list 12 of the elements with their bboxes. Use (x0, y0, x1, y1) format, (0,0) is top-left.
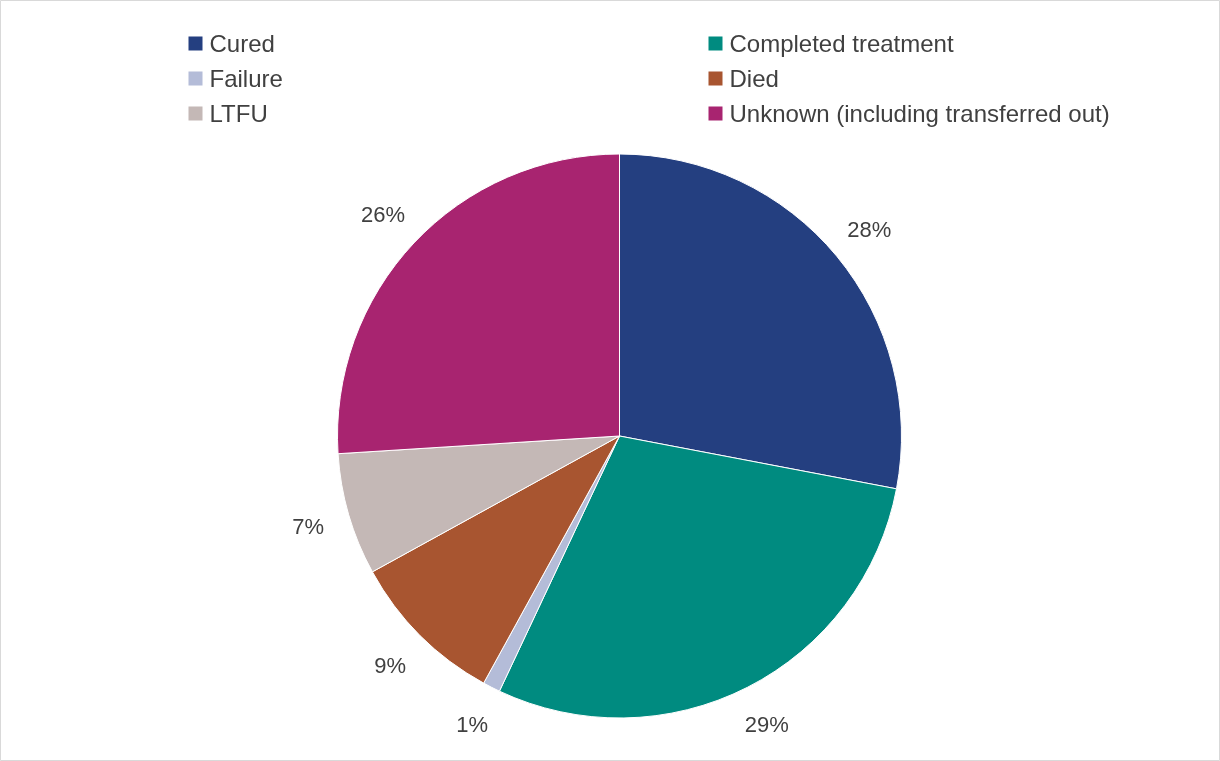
data-label: 1% (456, 712, 489, 738)
data-label: 26% (361, 201, 406, 227)
data-label: 29% (744, 712, 789, 738)
legend-label: Completed treatment (729, 30, 954, 57)
legend-label: Cured (209, 30, 275, 57)
data-label: 9% (374, 652, 407, 678)
legend-label: Failure (209, 65, 283, 92)
data-label: 28% (847, 216, 892, 242)
data-label: 7% (292, 513, 324, 539)
legend-label: Died (729, 65, 779, 92)
legend-label: Unknown (including transferred out) (729, 100, 1110, 127)
legend-label: LTFU (209, 100, 268, 127)
